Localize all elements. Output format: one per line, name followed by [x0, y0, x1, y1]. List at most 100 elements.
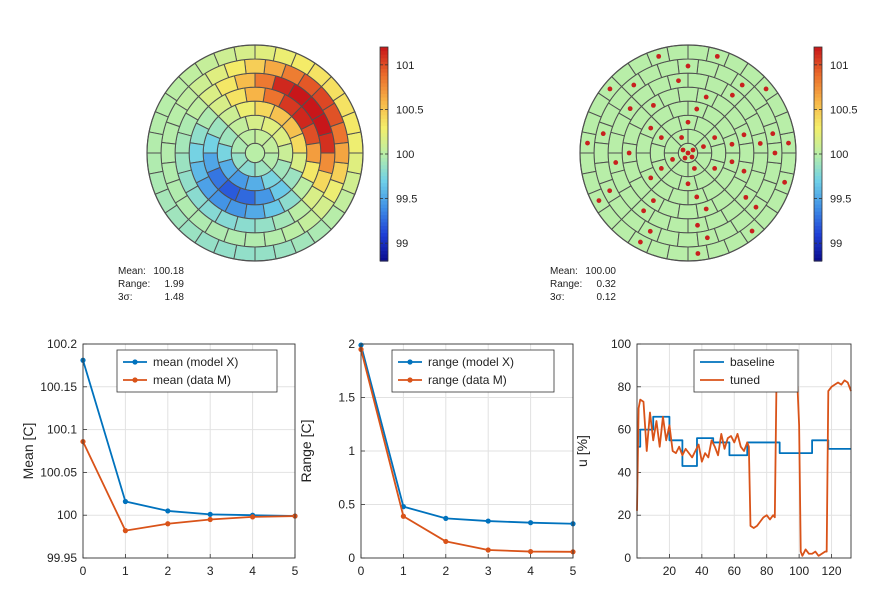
sensor-point	[741, 132, 747, 138]
data-point	[485, 547, 491, 553]
colorbar-swatch	[380, 207, 388, 212]
colorbar-swatch	[380, 239, 388, 244]
colorbar-swatch	[814, 253, 822, 259]
colorbar-swatch	[380, 168, 388, 173]
sensor-point	[690, 147, 696, 153]
data-point	[443, 538, 449, 545]
colorbar-swatch	[814, 68, 822, 73]
colorbar-swatch	[814, 100, 822, 105]
sensor-point	[704, 235, 710, 241]
y-tick-label: 2	[348, 337, 355, 351]
y-tick-label: 100	[57, 508, 77, 522]
colorbar-swatch	[380, 193, 388, 198]
colorbar-tick-label: 100.5	[396, 104, 424, 116]
legend-marker	[407, 377, 413, 383]
wafer-zone	[779, 152, 797, 175]
colorbar-swatch	[814, 161, 822, 166]
colorbar-swatch	[814, 89, 822, 94]
colorbar-swatch	[814, 182, 822, 187]
mean-convergence-plot: 0 1 2 3 4 5 99.95 100 100.05 100.1 100.15 100.2 Mean…	[20, 337, 299, 578]
stat-value: 1.48	[165, 292, 185, 303]
colorbar-swatch	[814, 225, 822, 230]
wafer-zone	[254, 244, 277, 262]
colorbar-swatch	[380, 75, 388, 80]
data-point	[485, 518, 491, 524]
data-point	[122, 498, 128, 505]
sensor-point	[689, 154, 695, 160]
sensor-point	[739, 82, 745, 88]
sensor-point	[626, 150, 632, 156]
colorbar-tick-label: 100	[396, 149, 414, 161]
stat-label: Range:	[118, 279, 150, 290]
stat-label: 3σ:	[118, 292, 133, 303]
colorbar-model: 99 99.5 100 100.5 101	[379, 46, 424, 262]
sensor-point	[714, 53, 720, 59]
wafer-zone	[710, 142, 727, 164]
colorbar-swatch	[814, 118, 822, 123]
colorbar-swatch	[380, 139, 388, 144]
x-tick-label: 4	[249, 564, 256, 578]
colorbar-data: 99 99.5 100 100.5 101	[813, 46, 858, 262]
colorbar-swatch	[380, 50, 388, 55]
sensor-point	[596, 198, 602, 204]
data-point	[207, 516, 213, 523]
sensor-point	[670, 157, 675, 162]
colorbar-swatch	[814, 221, 822, 226]
series-line	[637, 415, 851, 467]
colorbar-swatch	[380, 61, 388, 66]
sensor-point	[741, 168, 747, 174]
colorbar-swatch	[814, 121, 822, 127]
colorbar-swatch	[814, 207, 822, 212]
colorbar-swatch	[814, 75, 822, 80]
wafer-zone	[244, 86, 266, 103]
sensor-point	[679, 135, 684, 140]
sensor-point	[712, 135, 718, 141]
data-point	[122, 528, 128, 534]
wafer-zone	[243, 231, 267, 248]
series-line	[636, 379, 852, 557]
wafer-map-model	[146, 44, 364, 262]
data-point	[165, 508, 171, 514]
legend-entry: mean (model X)	[153, 355, 238, 369]
y-tick-label: 100.1	[47, 423, 77, 437]
stat-label: 3σ:	[550, 292, 565, 303]
colorbar-swatch	[814, 54, 822, 59]
colorbar-swatch	[814, 47, 822, 52]
colorbar-swatch	[380, 68, 388, 73]
stat-value: 0.32	[597, 279, 617, 290]
wafer-outline	[146, 44, 364, 262]
wafer-zone	[593, 141, 610, 165]
legend-entry: range (data M)	[428, 373, 507, 387]
colorbar-swatch	[380, 79, 388, 84]
y-tick-label: 40	[618, 465, 632, 479]
stat-value: 1.99	[165, 279, 185, 290]
colorbar-swatch	[814, 193, 822, 198]
x-tick-label: 5	[570, 564, 577, 578]
sensor-point	[631, 82, 637, 88]
data-point	[443, 515, 449, 522]
colorbar-swatch	[380, 129, 388, 134]
colorbar-swatch	[380, 253, 388, 259]
sensor-point	[703, 206, 709, 212]
y-tick-label: 100.05	[40, 465, 77, 479]
legend-marker	[132, 359, 138, 365]
y-tick-label: 0	[624, 551, 631, 565]
stat-label: Mean:	[550, 266, 578, 277]
data-point	[165, 521, 171, 527]
colorbar-tick-label: 101	[830, 60, 848, 72]
wafer-zone	[254, 44, 277, 62]
stat-value: 0.12	[597, 292, 617, 303]
x-tick-label: 5	[292, 564, 299, 578]
wafer-zone	[160, 141, 177, 165]
sensor-point	[772, 150, 778, 156]
sensor-point	[753, 204, 759, 210]
colorbar-swatch	[380, 121, 388, 127]
data-point	[250, 514, 256, 520]
colorbar-swatch	[380, 161, 388, 166]
sensor-point	[685, 119, 691, 125]
wafer-zone	[579, 152, 597, 175]
control-input-plot: 20 40 60 80 100 120 0 20 40 60 80 100 u [%] baseline t…	[574, 337, 852, 578]
colorbar-swatch	[380, 236, 388, 241]
legend-entry: range (model X)	[428, 355, 514, 369]
